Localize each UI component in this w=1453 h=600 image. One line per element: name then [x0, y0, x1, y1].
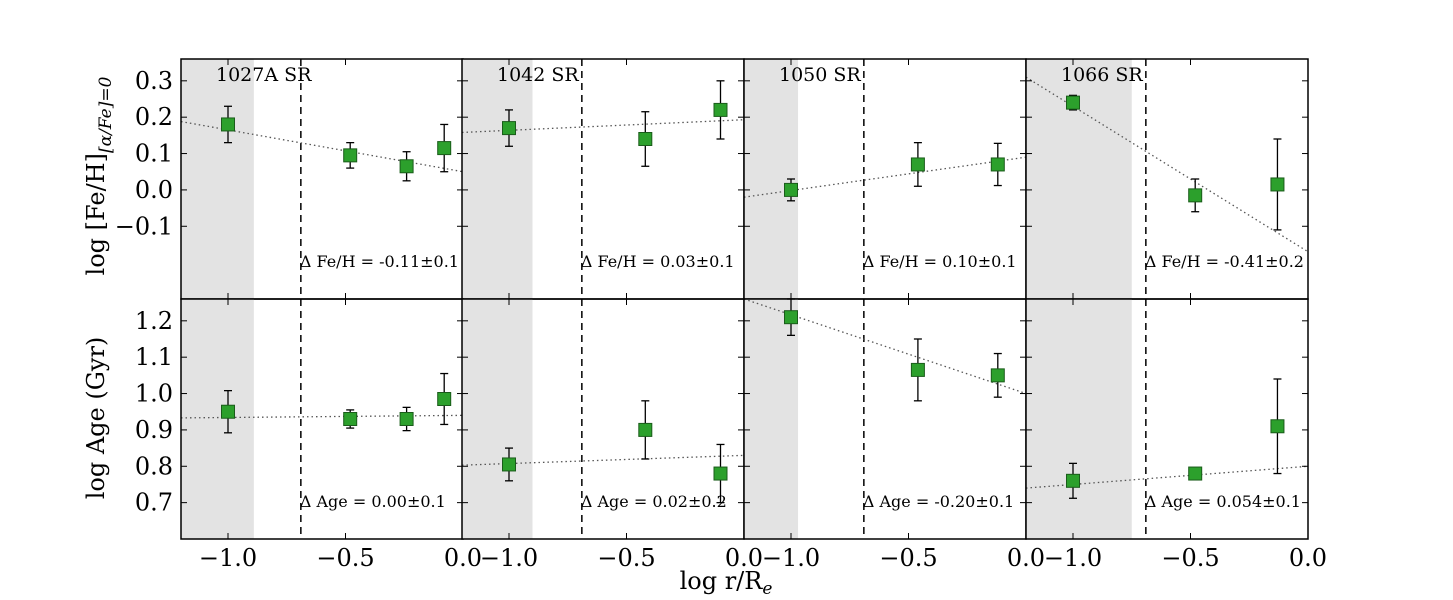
delta-annotation: Δ Age = 0.00±0.1: [300, 492, 446, 511]
y-axis-label-top-sub: [α/Fe]=0: [96, 76, 116, 153]
data-point: [638, 132, 653, 146]
panel-feh-2: 1042 SR Δ Fe/H = 0.03±0.1: [461, 58, 745, 300]
x-tick-label: −0.5: [316, 544, 374, 572]
y-tick-label: 0.3: [135, 67, 173, 95]
delta-annotation: Δ Age = 0.054±0.1: [1145, 492, 1301, 511]
delta-annotation: Δ Fe/H = -0.11±0.1: [300, 252, 459, 271]
panel-age-1: 1.2 1.1 1.0 0.9 0.8 0.7 −1.0 −0.5 0.0 Δ Age = 0.0…: [135, 298, 482, 572]
data-point: [1270, 177, 1285, 192]
data-point: [343, 148, 358, 163]
y-tick-label: −0.1: [115, 212, 173, 240]
shaded-region: [1026, 59, 1132, 299]
shaded-region: [1026, 299, 1132, 539]
y-axis-label-top-main: log [Fe/H]: [82, 153, 110, 275]
panel-title: 1042 SR: [497, 64, 579, 86]
data-point: [990, 157, 1005, 172]
y-tick-label: 0.8: [135, 452, 173, 480]
data-point: [1066, 95, 1080, 110]
data-point: [1188, 188, 1203, 203]
data-point: [343, 412, 358, 426]
y-tick-label: 0.7: [135, 489, 173, 517]
delta-annotation: Δ Fe/H = 0.10±0.1: [863, 252, 1017, 271]
y-tick-label: 0.2: [135, 103, 173, 131]
data-point: [910, 362, 925, 377]
y-tick-label: 1.0: [135, 380, 173, 408]
panels-group: 0.3 0.2 0.1 0.0 −0.1 1027A SR Δ Fe/H = -0.11±0…: [115, 58, 1327, 572]
data-point: [638, 422, 653, 437]
data-point: [910, 157, 925, 172]
data-point: [502, 121, 516, 136]
y-tick-label: 0.0: [135, 176, 173, 204]
panel-age-3: −1.0 −0.5 0.0 Δ Age = -0.20±0.1: [743, 298, 1045, 572]
data-point: [1188, 466, 1203, 481]
data-point: [713, 102, 728, 117]
shaded-region: [181, 299, 254, 539]
fit-line: [181, 414, 463, 419]
x-axis-label-main: log r/R: [680, 567, 764, 595]
data-point: [990, 368, 1005, 383]
panel-age-4: −1.0 −0.5 0.0 Δ Age = 0.054±0.1: [1025, 298, 1327, 572]
x-tick-label: −0.5: [597, 544, 655, 572]
panel-title: 1027A SR: [216, 64, 312, 86]
y-tick-label: 0.9: [135, 416, 173, 444]
y-axis-label-top: log [Fe/H][α/Fe]=0: [82, 76, 116, 275]
data-point: [437, 392, 452, 406]
data-point: [221, 117, 235, 132]
data-point: [1066, 473, 1080, 488]
fit-line: [462, 454, 744, 466]
x-tick-label: −0.5: [879, 544, 937, 572]
data-point: [713, 466, 728, 481]
data-point: [399, 412, 414, 426]
panel-feh-1: 0.3 0.2 0.1 0.0 −0.1 1027A SR Δ Fe/H = -0.11±0…: [115, 58, 464, 300]
x-tick-label: 0.0: [444, 544, 482, 572]
x-axis-label-sub: e: [762, 579, 772, 599]
x-tick-label: −1.0: [762, 544, 820, 572]
fit-line: [462, 119, 744, 134]
panel-title: 1050 SR: [779, 64, 861, 86]
panel-feh-3: 1050 SR Δ Fe/H = 0.10±0.1: [743, 58, 1027, 300]
data-point: [502, 457, 516, 472]
data-point: [784, 310, 798, 325]
x-axis-label: log r/Re: [680, 567, 773, 599]
data-point: [399, 159, 414, 174]
panel-title: 1066 SR: [1061, 64, 1143, 86]
x-tick-label: −1.0: [480, 544, 538, 572]
data-point: [1270, 419, 1285, 434]
panel-age-2: −1.0 −0.5 0.0 Δ Age = 0.02±0.2: [461, 298, 763, 572]
shaded-region: [462, 299, 533, 539]
delta-annotation: Δ Age = -0.20±0.1: [863, 492, 1014, 511]
y-axis-label-bottom: log Age (Gyr): [82, 337, 110, 500]
panel-frame: [1025, 298, 1309, 540]
data-point: [437, 141, 452, 156]
data-point: [784, 182, 798, 197]
y-tick-label: 1.2: [135, 307, 173, 335]
x-tick-label: 0.0: [1007, 544, 1045, 572]
shaded-region: [462, 59, 533, 299]
shaded-region: [744, 299, 799, 539]
x-tick-label: −0.5: [1161, 544, 1219, 572]
panel-feh-4: 1066 SR Δ Fe/H = -0.41±0.2: [1025, 58, 1309, 300]
delta-annotation: Δ Fe/H = -0.41±0.2: [1145, 252, 1304, 271]
fit-line: [181, 120, 463, 173]
shaded-region: [181, 59, 254, 299]
x-tick-label: −1.0: [1044, 544, 1102, 572]
delta-annotation: Δ Age = 0.02±0.2: [581, 492, 727, 511]
x-tick-label: 0.0: [725, 544, 763, 572]
x-tick-label: −1.0: [199, 544, 257, 572]
data-point: [221, 404, 235, 419]
x-tick-label: 0.0: [1289, 544, 1327, 572]
y-tick-label: 0.1: [135, 140, 173, 168]
delta-annotation: Δ Fe/H = 0.03±0.1: [581, 252, 735, 271]
y-tick-label: 1.1: [135, 343, 173, 371]
